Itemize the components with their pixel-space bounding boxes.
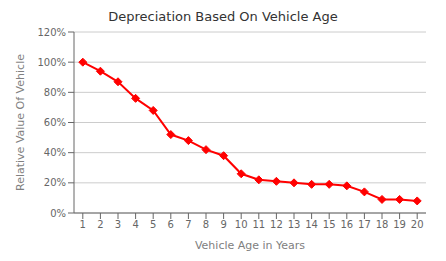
svg-text:13: 13 xyxy=(288,219,301,230)
svg-text:15: 15 xyxy=(323,219,336,230)
svg-text:Relative Value Of Vehicle: Relative Value Of Vehicle xyxy=(14,54,27,191)
svg-text:18: 18 xyxy=(376,219,389,230)
svg-text:17: 17 xyxy=(358,219,371,230)
svg-text:14: 14 xyxy=(305,219,318,230)
svg-text:11: 11 xyxy=(252,219,265,230)
svg-text:9: 9 xyxy=(220,219,226,230)
svg-text:120%: 120% xyxy=(37,27,66,38)
svg-text:1: 1 xyxy=(80,219,86,230)
svg-text:0%: 0% xyxy=(50,208,66,219)
svg-text:12: 12 xyxy=(270,219,283,230)
svg-text:20%: 20% xyxy=(44,177,66,188)
svg-text:40%: 40% xyxy=(44,147,66,158)
svg-text:8: 8 xyxy=(203,219,209,230)
svg-text:80%: 80% xyxy=(44,87,66,98)
svg-text:100%: 100% xyxy=(37,57,66,68)
svg-text:7: 7 xyxy=(185,219,191,230)
svg-text:4: 4 xyxy=(132,219,138,230)
svg-text:3: 3 xyxy=(115,219,121,230)
svg-text:5: 5 xyxy=(150,219,156,230)
svg-text:16: 16 xyxy=(340,219,353,230)
svg-text:20: 20 xyxy=(411,219,424,230)
svg-text:10: 10 xyxy=(235,219,248,230)
svg-text:19: 19 xyxy=(393,219,406,230)
html-text:Depreciation Based On Vehicle: Depreciation Based On Vehicle Age xyxy=(108,9,338,24)
svg-text:2: 2 xyxy=(97,219,103,230)
svg-text:Vehicle Age in Years: Vehicle Age in Years xyxy=(195,239,305,252)
svg-text:60%: 60% xyxy=(44,117,66,128)
svg-text:6: 6 xyxy=(168,219,174,230)
